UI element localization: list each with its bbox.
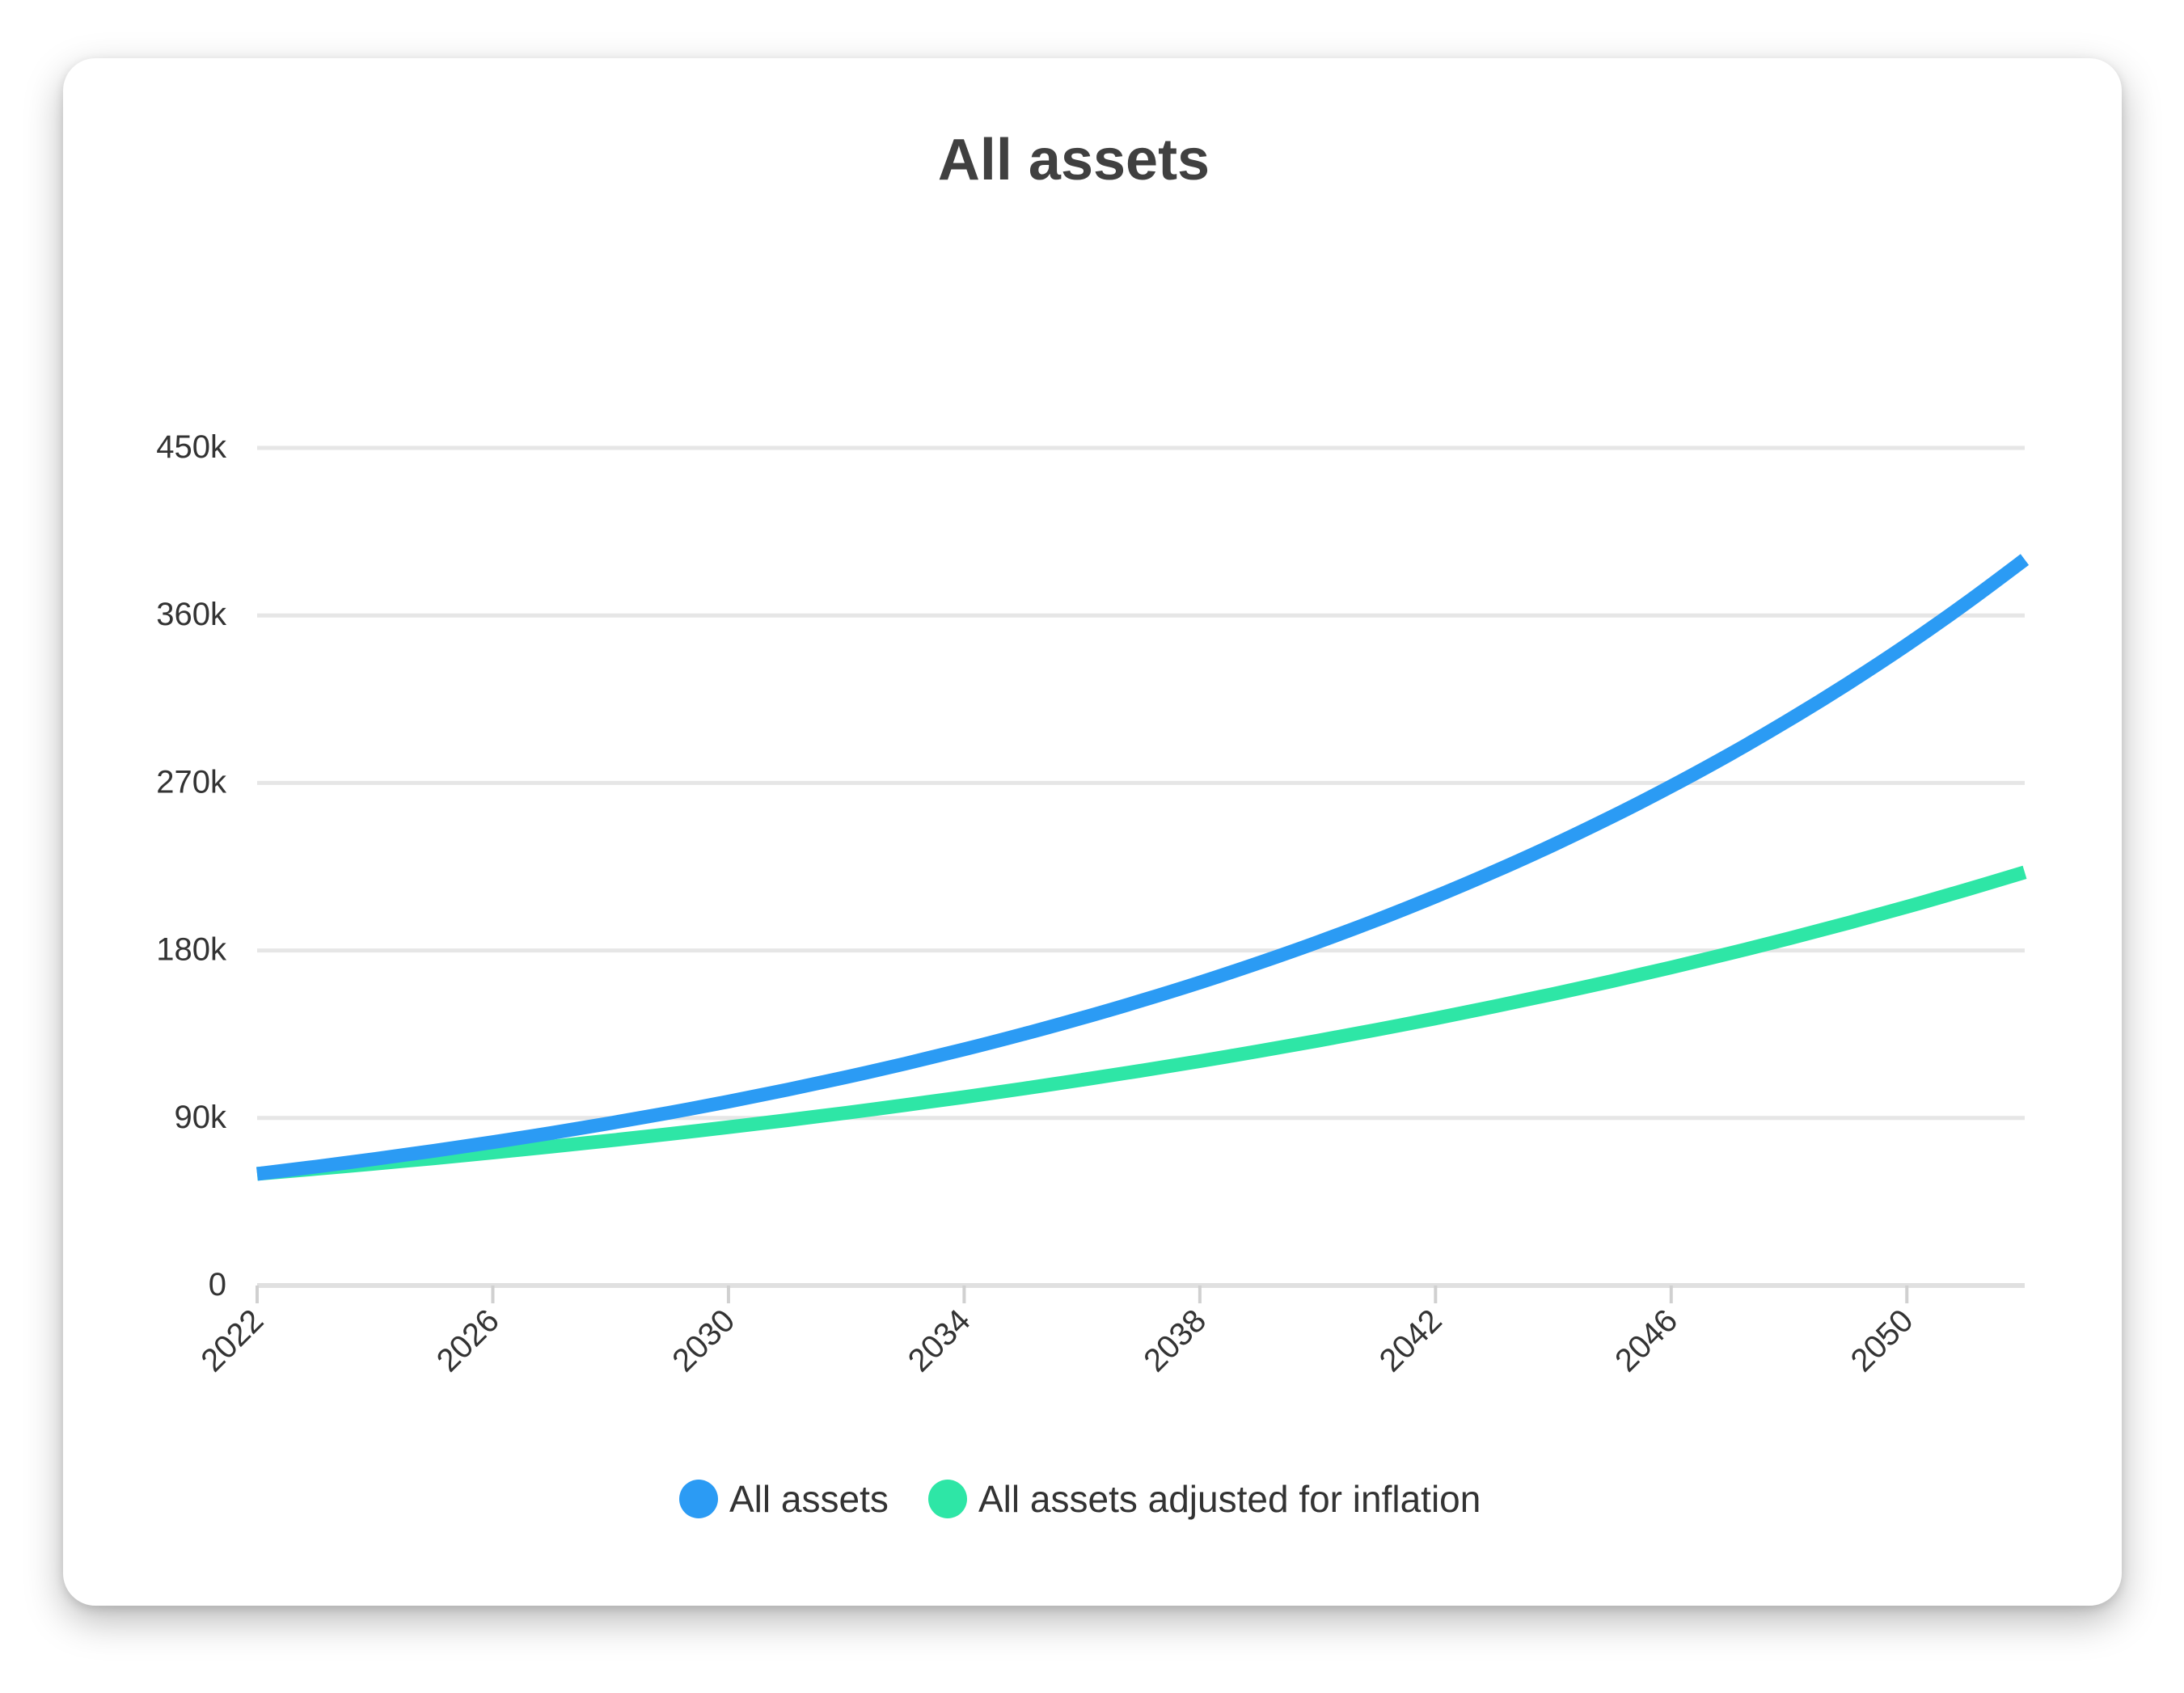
legend[interactable]: All assets All assets adjusted for inflat… bbox=[679, 1478, 1481, 1520]
y-tick-labels: 0 90k 180k 270k 360k 450k bbox=[156, 429, 227, 1302]
x-tick-label: 2022 bbox=[194, 1302, 270, 1378]
legend-marker-icon bbox=[679, 1480, 718, 1518]
chart-card: All assets 0 90k 180k 270k 360k 450k 2022 2026… bbox=[63, 58, 2122, 1606]
x-tick-label: 2038 bbox=[1137, 1302, 1213, 1378]
legend-label: All assets bbox=[729, 1478, 889, 1520]
y-tick-label: 0 bbox=[209, 1267, 226, 1302]
chart-title: All assets bbox=[938, 128, 1210, 192]
x-tick-label: 2034 bbox=[902, 1302, 978, 1378]
y-tick-label: 90k bbox=[175, 1100, 227, 1135]
legend-marker-icon bbox=[928, 1480, 967, 1518]
y-tick-label: 450k bbox=[156, 429, 227, 465]
x-tick-label: 2042 bbox=[1373, 1302, 1449, 1378]
gridlines bbox=[257, 445, 2025, 1121]
series-line-all-assets[interactable] bbox=[256, 554, 2030, 1181]
line-chart: All assets 0 90k 180k 270k 360k 450k 2022 2026… bbox=[156, 128, 2030, 1520]
legend-item-all-assets-adjusted[interactable]: All assets adjusted for inflation bbox=[928, 1478, 1481, 1520]
series-lines bbox=[256, 554, 2030, 1181]
x-tick-label: 2046 bbox=[1608, 1302, 1684, 1378]
y-tick-label: 180k bbox=[156, 932, 227, 968]
series-line-all-assets-inflation-adjusted[interactable] bbox=[256, 865, 2027, 1181]
y-tick-label: 270k bbox=[156, 764, 227, 800]
x-tick-label: 2030 bbox=[665, 1302, 741, 1378]
legend-label: All assets adjusted for inflation bbox=[978, 1478, 1481, 1520]
legend-item-all-assets[interactable]: All assets bbox=[679, 1478, 889, 1520]
x-tick-label: 2050 bbox=[1844, 1302, 1920, 1378]
x-axis: 2022 2026 2030 2034 2038 2042 2046 2050 bbox=[194, 1283, 2025, 1378]
x-tick-label: 2026 bbox=[430, 1302, 506, 1378]
y-tick-label: 360k bbox=[156, 597, 227, 632]
